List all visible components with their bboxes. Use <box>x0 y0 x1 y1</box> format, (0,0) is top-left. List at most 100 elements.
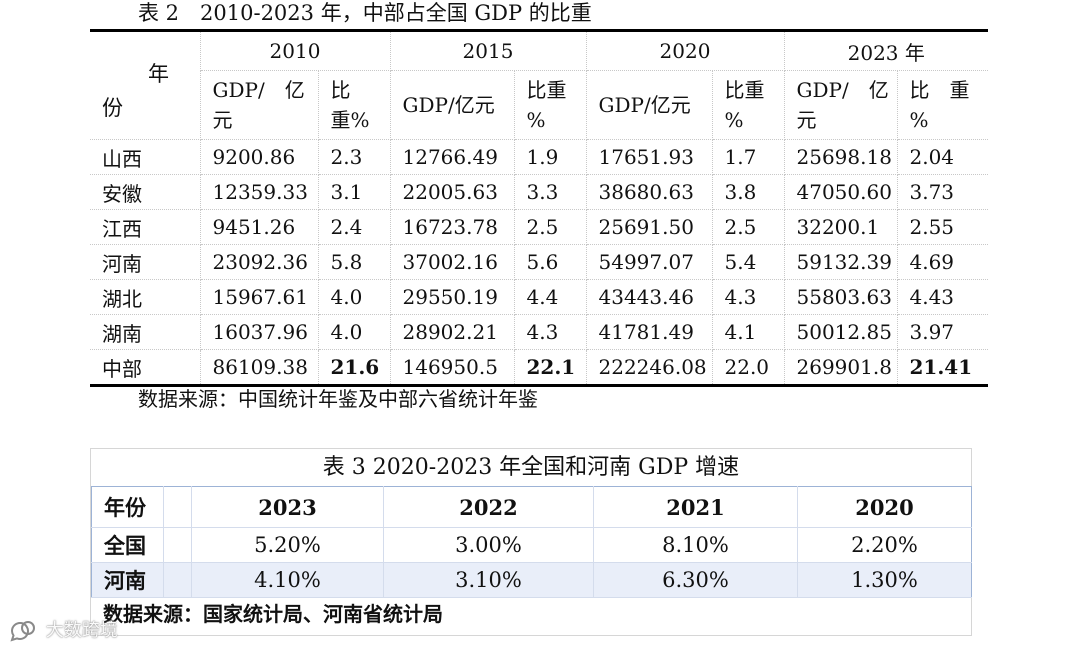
share-cell: 4.0 <box>318 314 391 350</box>
share-cell: 5.4 <box>712 244 785 280</box>
year-header: 2010 <box>200 30 391 71</box>
gdp-cell: 25698.18 <box>784 139 898 175</box>
chat-bubble-logo-icon <box>8 619 38 643</box>
gdp-cell: 38680.63 <box>586 174 713 210</box>
unit-header: GDP/亿元 <box>390 70 515 140</box>
watermark: 大数跨境 <box>8 616 118 646</box>
gdp-cell: 25691.50 <box>586 209 713 245</box>
share-cell: 4.1 <box>712 314 785 350</box>
share-cell: 1.7 <box>712 139 785 175</box>
province-name: 河南 <box>90 244 201 280</box>
unit-header: GDP/亿元 <box>586 70 713 140</box>
gdp-cell: 269901.8 <box>784 349 898 386</box>
gdp-cell: 16037.96 <box>200 314 319 350</box>
row-label: 河南 <box>91 562 164 598</box>
year-header: 2015 <box>390 30 587 71</box>
share-cell: 2.4 <box>318 209 391 245</box>
year-header-cell: 年 份 <box>90 30 201 140</box>
unit-header: 比重 % <box>712 70 785 140</box>
gdp-cell: 12766.49 <box>390 139 515 175</box>
table3-title: 表 3 2020-2023 年全国和河南 GDP 增速 <box>322 455 740 480</box>
share-cell: 3.97 <box>897 314 989 350</box>
gdp-cell: 146950.5 <box>390 349 515 386</box>
share-cell: 22.1 <box>514 349 587 386</box>
year-header: 2022 <box>383 486 594 528</box>
gdp-cell: 17651.93 <box>586 139 713 175</box>
gdp-cell: 28902.21 <box>390 314 515 350</box>
share-cell: 5.6 <box>514 244 587 280</box>
table3-gdp-growth: 年份 2023 2022 2021 2020 全国 5.20% 3.00% 8.… <box>91 486 972 598</box>
province-name: 山西 <box>90 139 201 175</box>
share-cell: 3.8 <box>712 174 785 210</box>
table-row: 安徽 12359.33 3.1 22005.63 3.3 38680.63 3.… <box>90 174 989 210</box>
growth-cell: 6.30% <box>593 562 798 598</box>
share-cell: 2.55 <box>897 209 989 245</box>
year-header: 2020 <box>586 30 785 71</box>
table-row: 江西 9451.26 2.4 16723.78 2.5 25691.50 2.5… <box>90 209 989 245</box>
province-name: 中部 <box>90 349 201 386</box>
province-name: 江西 <box>90 209 201 245</box>
unit-header: 比重 % <box>514 70 587 140</box>
year-label-bottom: 份 <box>102 96 123 120</box>
growth-cell: 4.10% <box>191 562 384 598</box>
table3-header-row: 年份 2023 2022 2021 2020 <box>91 486 972 528</box>
growth-cell: 1.30% <box>797 562 972 598</box>
share-cell: 4.3 <box>514 314 587 350</box>
share-cell: 2.5 <box>712 209 785 245</box>
spacer-cell <box>163 527 192 563</box>
row-label: 全国 <box>91 527 164 563</box>
table-row: 山西 9200.86 2.3 12766.49 1.9 17651.93 1.7… <box>90 139 989 175</box>
share-cell: 4.3 <box>712 279 785 315</box>
unit-header: GDP/ 亿元 <box>784 70 898 140</box>
unit-header: 比 重% <box>318 70 391 140</box>
year-header: 2021 <box>593 486 798 528</box>
share-cell: 21.41 <box>897 349 989 386</box>
gdp-cell: 22005.63 <box>390 174 515 210</box>
share-cell: 4.0 <box>318 279 391 315</box>
growth-cell: 3.10% <box>383 562 594 598</box>
year-label: 年份 <box>91 486 164 528</box>
share-cell: 3.3 <box>514 174 587 210</box>
gdp-cell: 23092.36 <box>200 244 319 280</box>
share-cell: 3.1 <box>318 174 391 210</box>
gdp-cell: 54997.07 <box>586 244 713 280</box>
table-row: 湖南 16037.96 4.0 28902.21 4.3 41781.49 4.… <box>90 314 989 350</box>
table-row: 河南 23092.36 5.8 37002.16 5.6 54997.07 5.… <box>90 244 989 280</box>
table-row: 湖北 15967.61 4.0 29550.19 4.4 43443.46 4.… <box>90 279 989 315</box>
gdp-cell: 59132.39 <box>784 244 898 280</box>
gdp-cell: 29550.19 <box>390 279 515 315</box>
growth-cell: 3.00% <box>383 527 594 563</box>
share-cell: 21.6 <box>318 349 391 386</box>
share-cell: 2.3 <box>318 139 391 175</box>
gdp-cell: 12359.33 <box>200 174 319 210</box>
gdp-cell: 32200.1 <box>784 209 898 245</box>
year-header: 2023 <box>191 486 384 528</box>
gdp-cell: 16723.78 <box>390 209 515 245</box>
gdp-cell: 37002.16 <box>390 244 515 280</box>
spacer-cell <box>163 486 192 528</box>
province-name: 安徽 <box>90 174 201 210</box>
growth-cell: 5.20% <box>191 527 384 563</box>
share-cell: 4.43 <box>897 279 989 315</box>
gdp-cell: 9451.26 <box>200 209 319 245</box>
growth-cell: 2.20% <box>797 527 972 563</box>
share-cell: 2.04 <box>897 139 989 175</box>
table2-source: 数据来源：中国统计年鉴及中部六省统计年鉴 <box>138 387 538 411</box>
table-row: 河南 4.10% 3.10% 6.30% 1.30% <box>91 562 972 598</box>
growth-cell: 8.10% <box>593 527 798 563</box>
share-cell: 4.4 <box>514 279 587 315</box>
share-cell: 1.9 <box>514 139 587 175</box>
gdp-cell: 9200.86 <box>200 139 319 175</box>
spacer-cell <box>163 562 192 598</box>
watermark-text: 大数跨境 <box>45 620 118 641</box>
share-cell: 2.5 <box>514 209 587 245</box>
year-header: 2023 年 <box>784 30 989 71</box>
table2-central-gdp-share: 年 份 2010 2015 2020 2023 年 GDP/ 亿元 比 重% G… <box>90 29 989 387</box>
unit-header: GDP/ 亿元 <box>200 70 319 140</box>
gdp-cell: 15967.61 <box>200 279 319 315</box>
unit-header: 比 重 % <box>897 70 989 140</box>
table-row-total: 中部 86109.38 21.6 146950.5 22.1 222246.08… <box>90 349 989 386</box>
gdp-cell: 41781.49 <box>586 314 713 350</box>
province-name: 湖北 <box>90 279 201 315</box>
share-cell: 22.0 <box>712 349 785 386</box>
